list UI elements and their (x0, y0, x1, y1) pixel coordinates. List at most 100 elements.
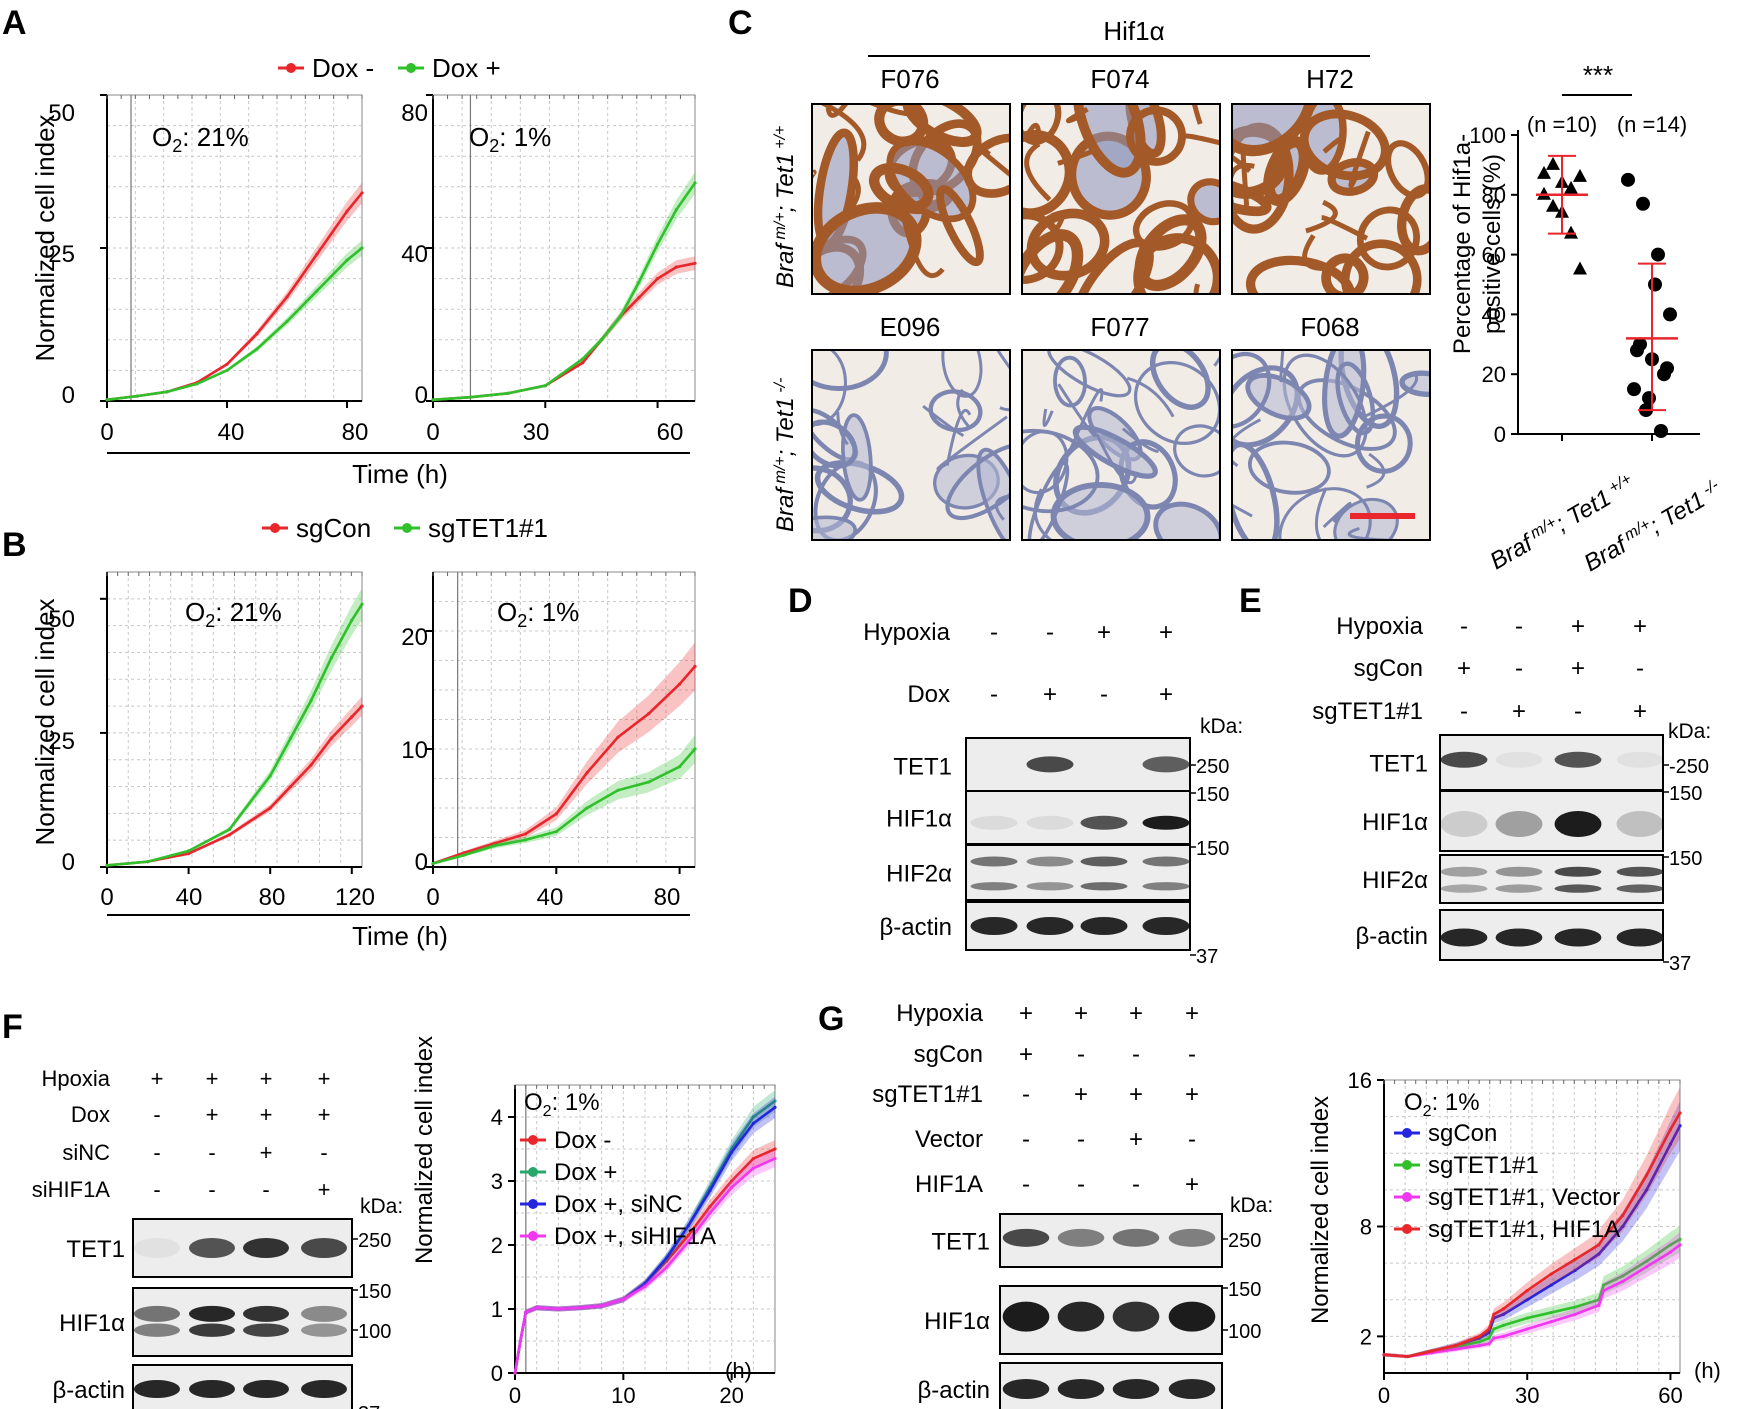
point-G-3-16 (1678, 1111, 1682, 1115)
band-g-1-3 (1168, 1301, 1216, 1332)
point-B2-1-7 (647, 780, 651, 784)
point-F-1-13 (751, 1115, 755, 1119)
ihc-image-1 (811, 103, 1011, 295)
blot-g-mw-0: 250 (1228, 1230, 1261, 1252)
point-G-1-4 (1477, 1340, 1482, 1344)
band-g-0-1 (1057, 1228, 1105, 1247)
point-B1-1-3 (227, 827, 231, 832)
point-A1-1-0 (105, 398, 109, 402)
band-e-2-1 (1495, 866, 1543, 877)
point-F-2-12 (730, 1150, 734, 1154)
point-G-1-7 (1501, 1323, 1505, 1327)
point-F-3-0 (513, 1371, 517, 1375)
ylabel-f: Normalized cell index (411, 1036, 438, 1264)
point-G-3-6 (1492, 1312, 1496, 1316)
a1-ytick-25: 25 (48, 241, 75, 268)
blot-e-mw-2: 150 (1669, 848, 1702, 870)
g-ytick-16: 16 (1348, 1068, 1372, 1093)
blot-d-band-label-3: β-actin (880, 914, 953, 941)
point-B2-0-9 (693, 664, 697, 669)
a2-ytick-80: 80 (401, 100, 428, 127)
b1-xtick-40: 40 (176, 884, 203, 911)
c-ytick-60: 60 (1482, 243, 1506, 268)
blot-f-mw-0: 250 (358, 1230, 391, 1252)
point-B1-0-6 (309, 763, 313, 767)
point-F-3-2 (524, 1310, 528, 1314)
point-F-3-5 (578, 1306, 582, 1310)
point-F-2-13 (751, 1121, 755, 1125)
legend-a-dox-plus: Dox + (432, 53, 501, 83)
blot-f-mw-1: 150 (358, 1281, 391, 1303)
blot-f-sign-1-0: - (153, 1102, 160, 1127)
band-f-0-1 (189, 1238, 235, 1258)
point-G-2-7 (1501, 1334, 1505, 1338)
ihc-image-4 (811, 349, 1011, 541)
c-ytick-20: 20 (1482, 362, 1506, 387)
band-e-1-1 (1495, 811, 1543, 837)
series-line-A1-1 (106, 246, 363, 402)
band-f-0-3 (301, 1238, 347, 1258)
a2-ytick-40: 40 (401, 241, 428, 268)
band-d-0-3 (1142, 756, 1190, 773)
legend-b: sgCon sgTET1#1 (262, 513, 548, 543)
point-B2-1-5 (585, 806, 589, 810)
blot-e-row-1: sgCon (1354, 655, 1423, 682)
point-G-2-10 (1573, 1312, 1577, 1316)
blot-e-band-label-2: HIF2α (1362, 867, 1428, 894)
band-d-2-2 (1080, 856, 1128, 867)
point-G-0-9 (1549, 1283, 1553, 1287)
ihc-image-3 (1231, 103, 1431, 295)
point-G-3-3 (1454, 1343, 1458, 1348)
b2-xtick-40: 40 (537, 884, 564, 911)
point-G-1-9 (1549, 1310, 1553, 1315)
blot-d-sign-1-2: - (1100, 681, 1108, 708)
blot-f-row-3: siHIF1A (32, 1177, 111, 1202)
blot-f-sign-2-1: - (208, 1140, 215, 1165)
ylabel-a: Normalized cell index (30, 114, 60, 361)
band-g-1-1 (1057, 1301, 1105, 1332)
point-A2-0-9 (674, 265, 678, 269)
band-e-1-0 (1440, 811, 1488, 837)
point-A1-1-1 (135, 394, 139, 398)
point-B1-1-4 (268, 774, 272, 778)
point-B1-0-2 (187, 851, 191, 856)
point-F-2-14 (773, 1105, 777, 1109)
ihc-image-5 (1021, 349, 1221, 541)
blot-g-kda: kDa: (1230, 1194, 1273, 1217)
point-G-0-5 (1487, 1331, 1491, 1335)
band-e-0-0 (1440, 751, 1488, 768)
blot-d-band-label-0: TET1 (893, 754, 952, 781)
point-G-3-1 (1406, 1354, 1410, 1359)
point-G-2-3 (1454, 1347, 1458, 1351)
point-G-3-4 (1477, 1334, 1482, 1338)
g-ytick-8: 8 (1360, 1215, 1372, 1240)
blot-d-sign-1-0: - (990, 681, 998, 708)
point-B1-1-9 (360, 602, 364, 606)
point-A2-1-8 (655, 242, 660, 246)
c-point-1-11 (1642, 391, 1656, 406)
band-g-0-2 (1112, 1228, 1160, 1247)
c-id-3: H72 (1306, 64, 1354, 94)
c-point-1-4 (1663, 307, 1677, 322)
blot-f-sign-3-0: - (153, 1177, 160, 1202)
point-B1-0-5 (289, 784, 293, 789)
g-xunit: (h) (1694, 1358, 1721, 1383)
plot-b-1 (426, 571, 697, 874)
blot-g-row-1: sgCon (914, 1041, 983, 1068)
point-A1-1-6 (285, 319, 289, 324)
a1-xtick-80: 80 (342, 419, 369, 446)
c-id-4: E096 (880, 312, 941, 342)
panel-a: Dox - Dox + Normalized cell index O2: 21… (30, 53, 697, 489)
c-point-0-3 (1564, 180, 1578, 194)
point-G-2-16 (1678, 1243, 1682, 1247)
point-G-0-10 (1573, 1268, 1577, 1273)
point-G-1-5 (1487, 1336, 1491, 1340)
blot-e-sign-0-1: - (1515, 613, 1523, 640)
point-G-0-16 (1678, 1124, 1682, 1128)
band-g-2-3 (1168, 1379, 1216, 1399)
xlabel-a: Time (h) (352, 459, 448, 489)
blot-e-sign-2-3: + (1633, 698, 1647, 725)
panel-label-c: C (728, 4, 753, 42)
band-d-3-2 (1080, 917, 1128, 935)
point-B1-1-6 (309, 699, 313, 703)
